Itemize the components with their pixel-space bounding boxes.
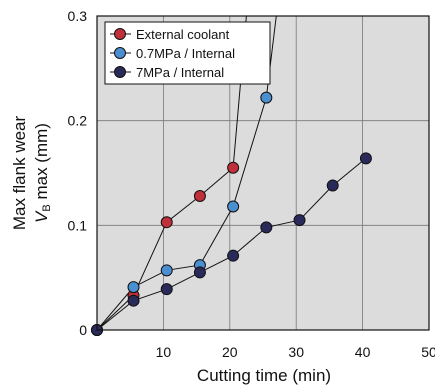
data-point-series-2 xyxy=(160,283,173,296)
y-tick-label: 0.2 xyxy=(68,113,88,129)
legend: External coolant 0.7MPa / Internal 7MPa / … xyxy=(104,21,271,85)
data-point-series-1 xyxy=(227,200,240,213)
legend-label: 7MPa / Internal xyxy=(136,65,224,80)
series-line-0 xyxy=(97,16,247,330)
x-tick-label: 50 xyxy=(421,344,435,360)
legend-label: External coolant xyxy=(136,27,230,42)
data-point-series-2 xyxy=(260,221,273,234)
x-tick-label: 20 xyxy=(222,344,238,360)
x-tick-label: 30 xyxy=(288,344,304,360)
x-tick-label: 40 xyxy=(355,344,371,360)
data-point-series-2 xyxy=(227,249,240,262)
y-tick-label: 0 xyxy=(79,322,87,338)
series-points xyxy=(91,91,372,336)
data-point-series-0 xyxy=(160,216,173,229)
legend-marker xyxy=(114,47,126,59)
data-point-series-1 xyxy=(160,264,173,277)
legend-box xyxy=(104,21,271,85)
data-point-series-2 xyxy=(359,152,372,165)
legend-marker xyxy=(114,28,126,40)
data-point-series-2 xyxy=(193,266,206,279)
data-point-series-0 xyxy=(227,161,240,174)
legend-label: 0.7MPa / Internal xyxy=(136,46,235,61)
y-axis-label-line1: Max flank wear xyxy=(10,116,29,231)
y-tick-label: 0.3 xyxy=(68,8,88,24)
y-axis-label-line2: VB max (mm) xyxy=(32,123,53,223)
legend-marker xyxy=(114,66,126,78)
data-point-series-2 xyxy=(127,294,140,307)
y-tick-label: 0.1 xyxy=(68,217,88,233)
data-point-series-1 xyxy=(127,281,140,294)
data-point-series-1 xyxy=(260,91,273,104)
data-point-series-0 xyxy=(193,190,206,203)
data-point-series-2 xyxy=(293,214,306,227)
x-axis-label: Cutting time (min) xyxy=(197,366,331,385)
plot-frame xyxy=(96,15,430,331)
x-axis-ticks: 10 20 30 40 50 xyxy=(156,344,435,360)
data-point-series-2 xyxy=(326,179,339,192)
y-axis-ticks: 0 0.1 0.2 0.3 xyxy=(68,8,88,338)
x-tick-label: 10 xyxy=(156,344,172,360)
